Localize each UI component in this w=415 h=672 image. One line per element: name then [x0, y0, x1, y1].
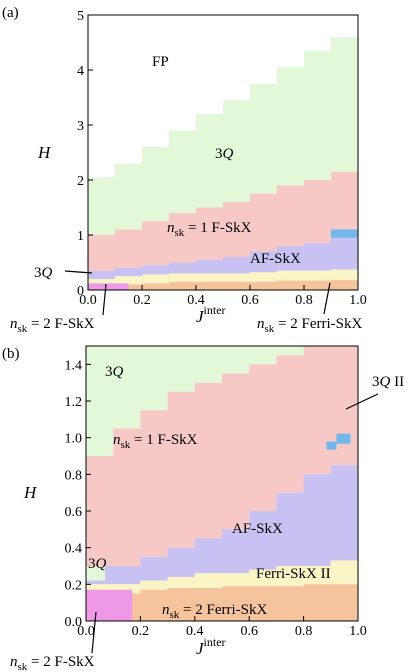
y-tick-label: 0.6: [65, 505, 83, 520]
f1-skx-region: [88, 171, 358, 271]
panel-b-af-label: AF-SkX: [232, 521, 283, 537]
panel-a-3q-pointer-label: 3Q: [34, 265, 53, 281]
f2-skx-region: [86, 589, 133, 621]
fp-region: [88, 15, 358, 178]
y-tick-label: 0.4: [65, 542, 83, 557]
y-tick-label: 0.8: [65, 468, 83, 483]
3q-low-region: [86, 566, 106, 581]
y-tick-label: 0: [77, 284, 84, 299]
y-tick-label: 3: [77, 119, 84, 134]
ferri2-skx-region: [86, 584, 358, 621]
af-skx-region: [86, 465, 358, 585]
y-tick-label: 1.0: [65, 432, 83, 447]
x-tick-label: 0.0: [79, 293, 97, 308]
panel-a-ticks: 0.0 0.2 0.4 0.6 0.8 1.0 0 1 2 3 4 5: [77, 9, 367, 308]
3q-ii-region: [336, 433, 351, 444]
3q-ii-region: [326, 441, 337, 450]
panel-a-xlabel: Jinter: [196, 303, 226, 326]
y-tick-label: 0.0: [65, 615, 83, 630]
panel-a-frame: [87, 14, 359, 291]
panel-a-af-label: AF-SkX: [250, 251, 301, 267]
panel-b-ferri-ii-label: Ferri-SkX II: [256, 566, 331, 582]
panel-b-f2-pointer-label: nsk = 2 F-SkX: [10, 654, 95, 672]
y-tick-label: 0.2: [65, 578, 83, 593]
ferri2-skx-region: [88, 280, 358, 290]
x-tick-label: 0.2: [133, 293, 151, 308]
panel-a-ylabel: H: [37, 143, 52, 162]
panel-b-3q-ii-pointer-line: [345, 393, 379, 410]
panel-a-3q-label: 3Q: [215, 146, 234, 162]
panel-a-label: (a): [2, 5, 19, 21]
x-tick-label: 0.0: [77, 624, 95, 639]
x-tick-label: 0.6: [240, 624, 258, 639]
x-tick-label: 0.4: [187, 293, 205, 308]
y-tick-label: 5: [77, 9, 84, 24]
panel-b-ylabel: H: [23, 483, 38, 502]
panel-a-3q-pointer-line: [64, 270, 93, 274]
panel-b-3q-low-label: 3Q: [88, 556, 107, 572]
x-tick-label: 0.8: [295, 624, 313, 639]
3q-region: [86, 346, 358, 456]
x-tick-label: 0.8: [295, 293, 313, 308]
x-tick-label: 0.2: [132, 624, 150, 639]
panel-a-ferri2-pointer-label: nsk = 2 Ferri-SkX: [257, 316, 362, 335]
y-tick-label: 1.4: [65, 358, 83, 373]
f2-skx-region: [88, 283, 129, 290]
y-tick-label: 1: [77, 229, 84, 244]
panel-b-ticks: 0.0 0.2 0.4 0.6 0.8 1.0 0.0 0.2 0.4 0.6 0.8 1.0 1.2 1…: [65, 358, 367, 639]
panel-a-regions: [88, 15, 358, 290]
panel-a-f1-label: nsk = 1 F-SkX: [167, 220, 252, 239]
f1-skx-region: [86, 346, 358, 566]
y-tick-label: 1.2: [65, 395, 83, 410]
x-tick-label: 1.0: [349, 624, 367, 639]
panel-a-f2-pointer-line: [102, 283, 107, 316]
panel-a-xlabel-sup: inter: [204, 303, 226, 317]
panel-a-xlabel-base: J: [196, 307, 205, 326]
x-tick-label: 0.4: [186, 624, 204, 639]
panel-b-ferri2-label: nsk = 2 Ferri-SkX: [162, 602, 267, 621]
x-tick-label: 1.0: [349, 293, 367, 308]
panel-b: (b) 0.0 0.2 0.4 0.6 0.8 1.0 0.0 0.2 0.4 0.6 0.8 1.0…: [2, 345, 404, 672]
panel-b-xlabel-sup: inter: [204, 635, 226, 649]
3q-ii-patch: [331, 229, 358, 238]
panel-b-3q-top-label: 3Q: [105, 364, 124, 380]
panel-b-label: (b): [2, 346, 20, 362]
y-tick-label: 2: [77, 174, 84, 189]
panel-a-f2-pointer-label: nsk = 2 F-SkX: [10, 316, 95, 335]
af-skx-region: [88, 237, 358, 279]
panel-b-f2-pointer-line: [91, 611, 97, 654]
ferri-skx-ii-region: [88, 269, 358, 285]
panel-a-fp-label: FP: [152, 54, 169, 70]
panel-b-regions: [86, 346, 358, 621]
x-tick-label: 0.6: [241, 293, 259, 308]
panel-b-frame: [85, 345, 359, 622]
panel-b-xlabel-base: J: [196, 639, 205, 658]
panel-b-f1-label: nsk = 1 F-SkX: [113, 432, 198, 451]
panel-a: (a) 0.0 0.2 0.4 0.6 0.8 1.0 0 1 2 3 4 5 H Jinter FP…: [2, 5, 367, 335]
panel-a-ferri2-pointer-line: [323, 282, 331, 315]
panel-b-xlabel: Jinter: [196, 635, 226, 658]
panel-b-3q-ii-label: 3Q II: [372, 374, 404, 390]
y-tick-label: 4: [77, 64, 84, 79]
ferri-skx-ii-region: [86, 560, 358, 594]
